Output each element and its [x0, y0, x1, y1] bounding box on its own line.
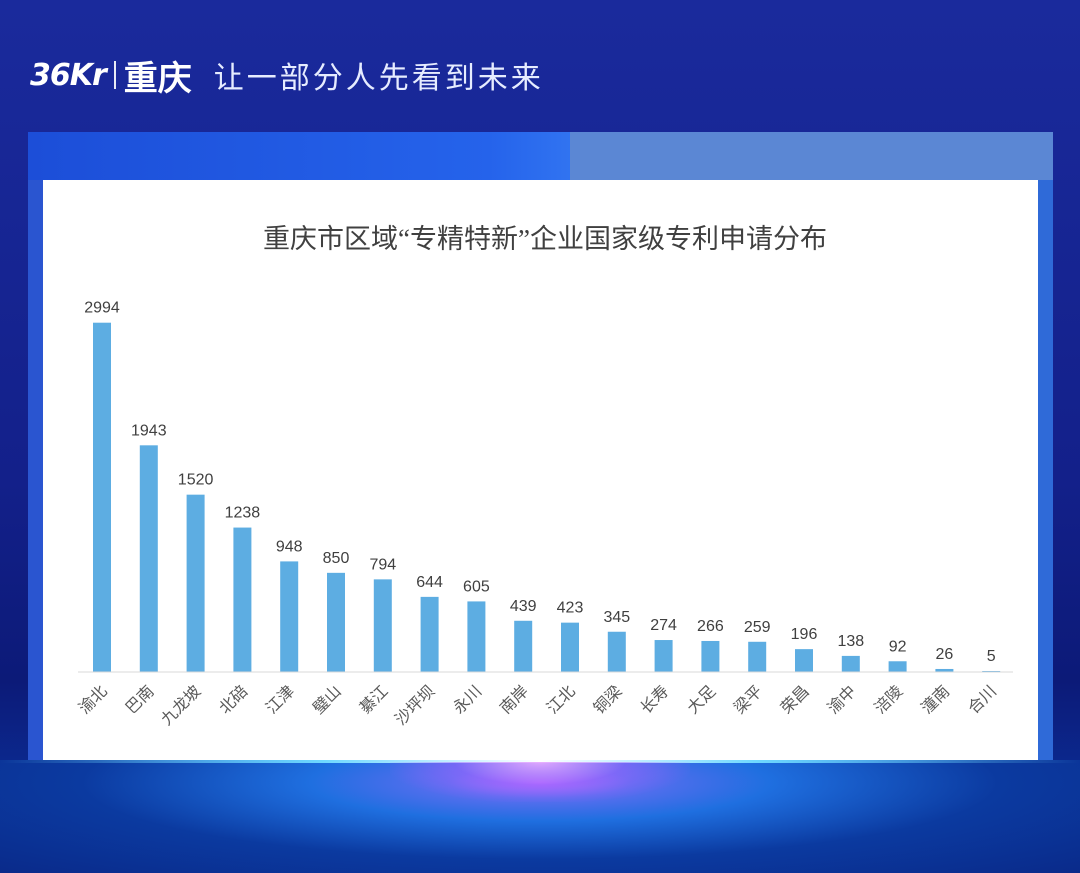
bar-chart: 重庆市区域“专精特新”企业国家级专利申请分布 2994 1943 1520 1238 9… — [75, 224, 1013, 729]
logo[interactable]: 36Kr 重庆 — [30, 51, 192, 100]
data-label: 2994 — [84, 300, 120, 317]
data-label: 5 — [987, 648, 996, 665]
x-tick-label: 荣昌 — [777, 682, 812, 717]
bar-北碚 — [233, 527, 252, 672]
data-label: 948 — [276, 538, 303, 555]
frame-right — [1038, 180, 1053, 765]
data-label: 274 — [650, 617, 677, 634]
logo-mark: 36Kr — [30, 57, 107, 93]
data-label: 259 — [744, 619, 771, 636]
data-label: 92 — [889, 638, 907, 655]
x-tick-label: 合川 — [965, 682, 1000, 717]
bar-璧山 — [327, 572, 345, 672]
frame-top-highlight — [570, 132, 1053, 180]
bar-潼南 — [935, 668, 954, 672]
chart-card: 重庆市区域“专精特新”企业国家级专利申请分布 2994 1943 1520 1238 9… — [43, 180, 1038, 765]
header: 36Kr 重庆 让一部分人先看到未来 — [30, 50, 544, 100]
x-tick-label: 长寿 — [637, 682, 672, 717]
logo-city: 重庆 — [123, 59, 192, 98]
data-label: 850 — [323, 550, 350, 567]
x-tick-label: 綦江 — [356, 682, 391, 717]
x-tick-label: 梁平 — [731, 682, 766, 717]
bar-沙坪坝 — [420, 596, 439, 672]
stage-glow — [390, 762, 690, 802]
data-label: 266 — [697, 618, 724, 635]
x-tick-label: 铜梁 — [590, 682, 625, 717]
bar-江津 — [280, 561, 299, 672]
x-tick-label: 九龙坡 — [158, 682, 205, 729]
data-label: 1943 — [131, 422, 167, 439]
slogan: 让一部分人先看到未来 — [213, 62, 544, 95]
x-tick-label: 大足 — [684, 682, 719, 717]
data-label: 423 — [557, 600, 584, 617]
bar-南岸 — [514, 620, 533, 672]
bar-江北 — [561, 622, 579, 672]
x-tick-label: 潼南 — [918, 682, 953, 717]
data-label: 644 — [416, 574, 443, 591]
bar-铜梁 — [607, 631, 626, 672]
x-tick-label: 璧山 — [309, 681, 345, 717]
bar-大足 — [701, 640, 720, 672]
x-tick-label: 渝中 — [824, 682, 859, 717]
x-tick-label: 沙坪坝 — [392, 682, 439, 729]
x-tick-label: 渝北 — [75, 682, 110, 717]
data-label: 794 — [369, 556, 396, 573]
bar-长寿 — [654, 640, 673, 672]
bar-荣昌 — [795, 649, 813, 672]
x-tick-label: 南岸 — [497, 682, 532, 717]
chart-title: 重庆市区域“专精特新”企业国家级专利申请分布 — [263, 224, 827, 254]
x-tick-label: 北碚 — [216, 682, 251, 717]
data-label: 1520 — [178, 472, 214, 489]
stage-light-line — [0, 760, 1080, 763]
data-label: 345 — [603, 609, 630, 626]
x-tick-label: 涪陵 — [871, 682, 906, 717]
x-tick-label: 江津 — [263, 682, 298, 717]
data-label: 26 — [936, 646, 954, 663]
bar-涪陵 — [888, 661, 907, 672]
logo-divider — [113, 61, 116, 89]
bar-九龙坡 — [186, 494, 205, 672]
bar-渝中 — [841, 655, 860, 672]
data-label: 605 — [463, 578, 490, 595]
x-tick-label: 江北 — [543, 682, 578, 717]
bar-綦江 — [373, 579, 392, 672]
bar-渝北 — [93, 322, 111, 672]
data-label: 1238 — [225, 505, 261, 522]
x-tick-label: 巴南 — [122, 682, 157, 717]
frame-left — [28, 180, 43, 765]
x-tick-label: 永川 — [450, 682, 485, 717]
bar-梁平 — [748, 641, 767, 672]
data-label: 138 — [837, 633, 864, 650]
data-label: 439 — [510, 598, 537, 615]
bar-永川 — [467, 601, 486, 672]
data-label: 196 — [791, 626, 818, 643]
bar-巴南 — [139, 445, 158, 672]
